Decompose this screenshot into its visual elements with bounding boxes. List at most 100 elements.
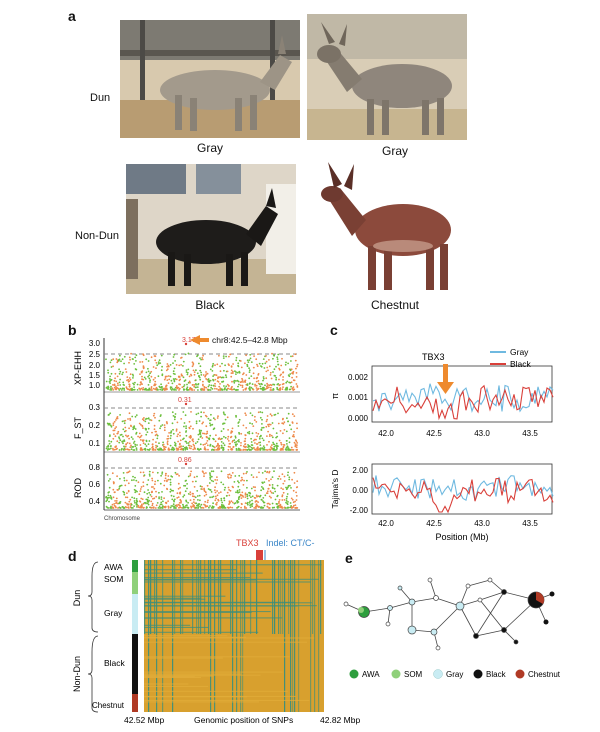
manhattan-point [265, 377, 268, 380]
manhattan-point [142, 481, 145, 484]
manhattan-point [209, 489, 212, 491]
row-label-nondun: Non-Dun [75, 230, 120, 242]
manhattan-point [165, 369, 168, 372]
manhattan-point [133, 497, 136, 500]
manhattan-point [122, 442, 124, 445]
manhattan-point [203, 432, 206, 435]
manhattan-point [212, 502, 215, 505]
manhattan-point [124, 445, 127, 448]
heatmap-column [256, 560, 258, 634]
manhattan-point [154, 480, 157, 483]
manhattan-point [187, 442, 190, 444]
manhattan-point [228, 503, 230, 506]
manhattan-point [222, 355, 225, 357]
legend-black-swatch-e [473, 669, 483, 679]
manhattan-point [169, 488, 172, 491]
manhattan-point [259, 385, 262, 388]
manhattan-point [206, 440, 209, 442]
manhattan-point [259, 441, 262, 444]
manhattan-point [161, 388, 164, 391]
manhattan-point [214, 374, 216, 376]
manhattan-point [276, 358, 279, 360]
manhattan-point [179, 434, 181, 437]
manhattan-point [191, 502, 193, 505]
manhattan-point [211, 364, 214, 367]
manhattan-point [192, 492, 194, 495]
manhattan-point [227, 448, 230, 451]
manhattan-point [110, 387, 112, 390]
tick-rod-06: 0.6 [89, 480, 101, 489]
manhattan-point [265, 370, 268, 373]
manhattan-point [279, 388, 281, 390]
manhattan-point [291, 387, 294, 390]
tick-xpehh-25: 2.5 [89, 350, 101, 359]
manhattan-point [178, 504, 180, 506]
legend-black-label-e: Black [486, 670, 507, 679]
manhattan-point [250, 375, 253, 377]
manhattan-point [222, 504, 225, 507]
manhattan-point [259, 416, 262, 419]
manhattan-point [208, 380, 211, 382]
xlabel-left: 42.52 Mbp [124, 715, 164, 725]
manhattan-point [164, 448, 166, 451]
manhattan-point [263, 481, 266, 483]
manhattan-point [293, 415, 296, 417]
manhattan-point [173, 500, 175, 503]
manhattan-point [205, 436, 208, 438]
manhattan-point [210, 479, 213, 482]
manhattan-point [251, 414, 254, 417]
manhattan-point [193, 495, 196, 498]
manhattan-point [248, 367, 251, 370]
manhattan-point [257, 380, 260, 382]
manhattan-point [110, 389, 113, 391]
manhattan-point [260, 486, 263, 488]
groupbar-som [132, 572, 138, 594]
manhattan-point [115, 426, 118, 428]
manhattan-point [133, 383, 135, 386]
heatmap-column [242, 560, 244, 712]
manhattan-point [148, 475, 151, 477]
manhattan-point [172, 356, 175, 358]
manhattan-point [278, 378, 280, 381]
manhattan-point [177, 440, 179, 443]
manhattan-point [147, 489, 149, 491]
manhattan-point [112, 365, 114, 368]
group-label-som: SOM [104, 574, 123, 584]
manhattan-point [166, 438, 169, 440]
manhattan-point [145, 387, 147, 390]
manhattan-point [244, 362, 246, 365]
manhattan-point [293, 441, 296, 444]
manhattan-point [145, 433, 148, 436]
manhattan-point [296, 448, 298, 451]
manhattan-point [118, 368, 120, 371]
manhattan-point [147, 417, 150, 420]
manhattan-point [135, 449, 138, 451]
manhattan-point [150, 375, 153, 378]
manhattan-point [268, 495, 271, 498]
network-edges [345, 579, 553, 649]
manhattan-point [275, 442, 278, 445]
manhattan-point [150, 386, 153, 388]
manhattan-peak-point [184, 402, 188, 406]
manhattan-point [190, 470, 192, 473]
heatmap-column [320, 560, 322, 634]
manhattan-point [163, 479, 166, 482]
manhattan-point [254, 489, 256, 492]
manhattan-point [201, 506, 204, 509]
tick-td-2: 2.00 [352, 466, 368, 475]
manhattan-point [244, 434, 247, 436]
manhattan-point [209, 505, 211, 507]
photo-gray-donkey-1 [120, 20, 300, 138]
manhattan-point [262, 377, 265, 380]
manhattan-point [130, 448, 133, 451]
manhattan-point [146, 483, 149, 486]
manhattan-point [143, 491, 146, 494]
manhattan-point [176, 497, 179, 499]
manhattan-point [228, 473, 231, 476]
manhattan-point [173, 389, 175, 391]
manhattan-point [224, 364, 227, 367]
manhattan-point [274, 445, 277, 447]
heatmap-column [294, 560, 296, 712]
legend-som-swatch [391, 669, 401, 679]
photo-chestnut-donkey [318, 158, 466, 296]
